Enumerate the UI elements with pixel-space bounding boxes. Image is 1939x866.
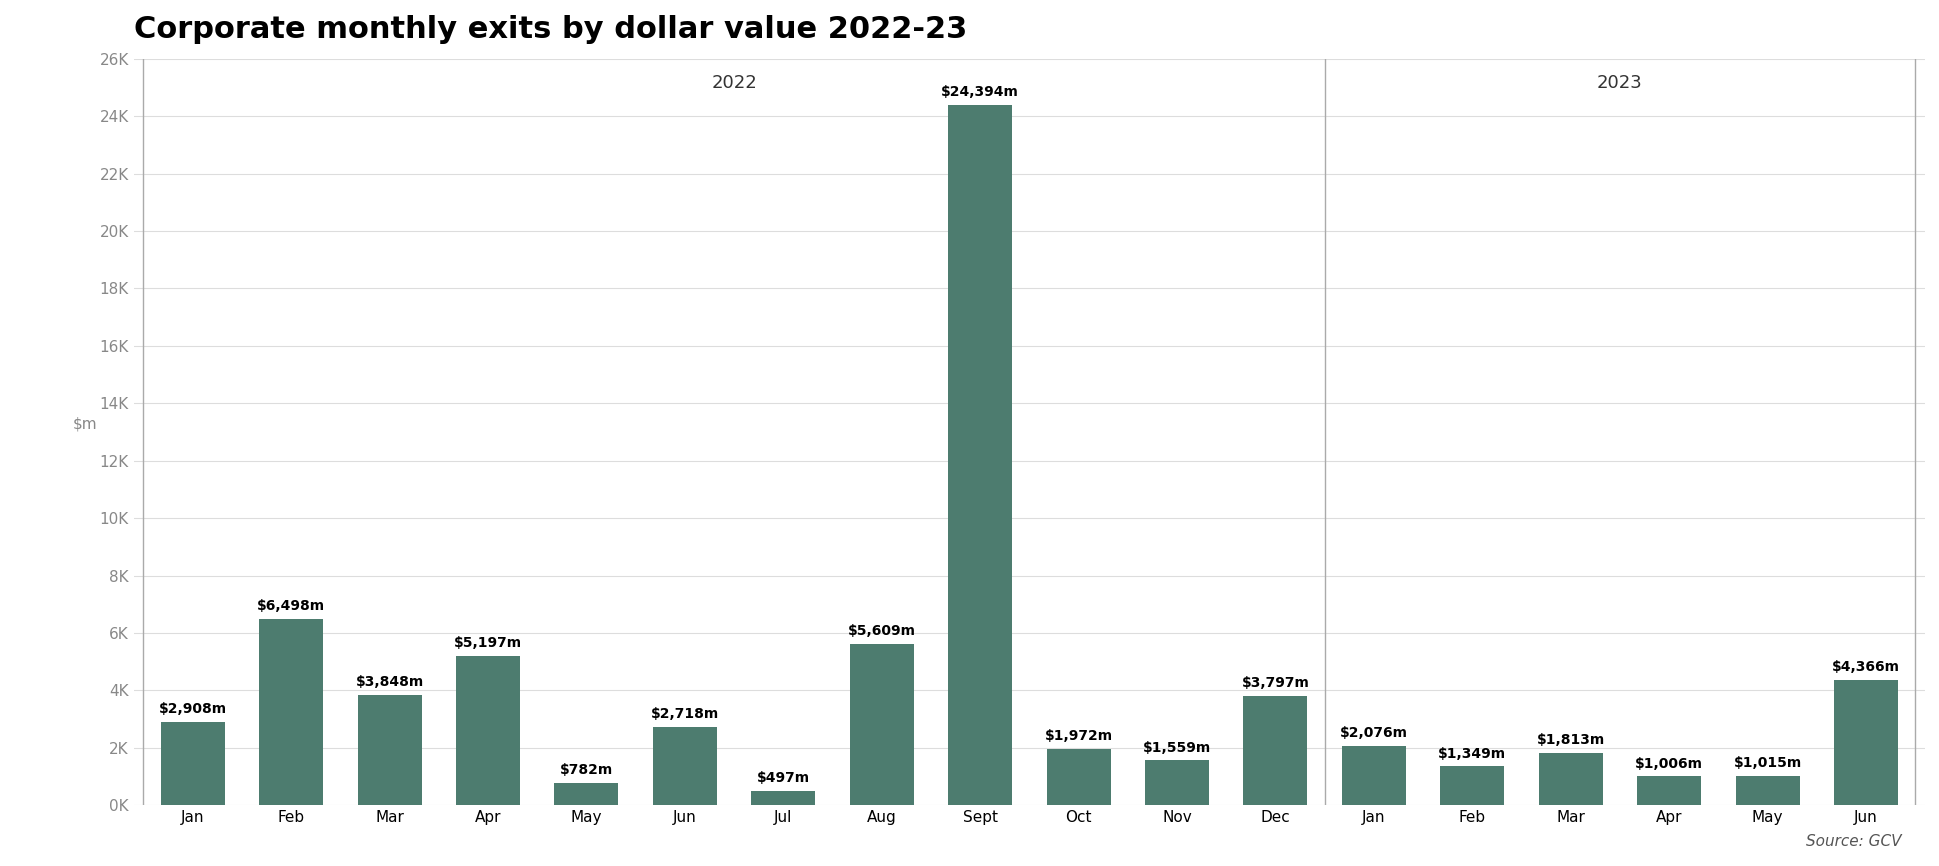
Bar xyxy=(1342,746,1406,805)
Text: $2,908m: $2,908m xyxy=(159,702,227,716)
Text: $1,006m: $1,006m xyxy=(1635,757,1702,771)
Bar xyxy=(1637,776,1701,805)
Text: $4,366m: $4,366m xyxy=(1830,660,1898,674)
Bar xyxy=(555,783,619,805)
Text: $2,076m: $2,076m xyxy=(1340,726,1408,740)
Text: $2,718m: $2,718m xyxy=(650,708,719,721)
Text: $782m: $782m xyxy=(560,763,613,777)
Bar xyxy=(357,695,421,805)
Bar xyxy=(260,618,324,805)
Text: Source: GCV: Source: GCV xyxy=(1805,834,1900,849)
Text: $3,797m: $3,797m xyxy=(1241,676,1309,690)
Text: $1,559m: $1,559m xyxy=(1142,740,1210,754)
Bar xyxy=(1144,760,1208,805)
Text: $1,813m: $1,813m xyxy=(1536,734,1604,747)
Text: $1,015m: $1,015m xyxy=(1733,756,1801,770)
Bar xyxy=(1735,776,1799,805)
Bar xyxy=(1832,680,1896,805)
Text: $5,609m: $5,609m xyxy=(847,624,915,638)
Bar xyxy=(1439,766,1503,805)
Bar xyxy=(948,105,1012,805)
Text: Corporate monthly exits by dollar value 2022-23: Corporate monthly exits by dollar value … xyxy=(134,15,966,44)
Text: 2023: 2023 xyxy=(1596,74,1642,92)
Bar xyxy=(456,656,520,805)
Text: 2022: 2022 xyxy=(712,74,756,92)
Text: $5,197m: $5,197m xyxy=(454,637,522,650)
Text: $6,498m: $6,498m xyxy=(258,599,326,613)
Bar xyxy=(1243,696,1307,805)
Bar xyxy=(750,791,814,805)
Text: $497m: $497m xyxy=(756,771,809,785)
Text: $24,394m: $24,394m xyxy=(940,85,1018,100)
Y-axis label: $m: $m xyxy=(74,417,97,432)
Bar xyxy=(653,727,715,805)
Bar xyxy=(1538,753,1602,805)
Text: $1,349m: $1,349m xyxy=(1437,746,1505,760)
Bar xyxy=(161,721,225,805)
Text: $1,972m: $1,972m xyxy=(1043,729,1113,743)
Bar xyxy=(1045,748,1109,805)
Text: $3,848m: $3,848m xyxy=(355,675,423,689)
Bar xyxy=(849,644,913,805)
